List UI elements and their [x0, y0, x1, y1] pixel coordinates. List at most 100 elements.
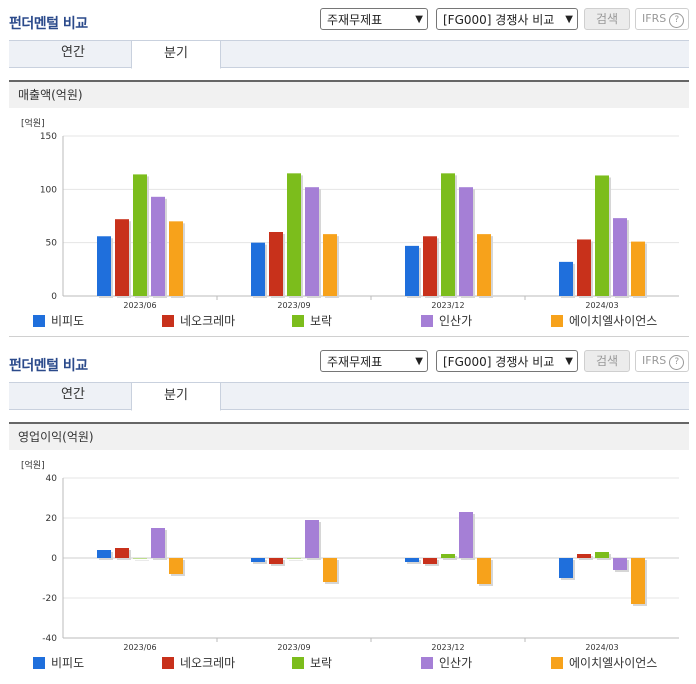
bar[interactable]: [151, 196, 165, 296]
bar[interactable]: [287, 173, 301, 296]
legend-item[interactable]: 에이치엘사이언스: [551, 654, 657, 672]
search-button[interactable]: 검색: [584, 8, 630, 30]
bar[interactable]: [477, 234, 491, 296]
legend-swatch: [162, 657, 174, 669]
legend-swatch: [292, 315, 304, 327]
divider: [9, 336, 689, 337]
unit-label: [억원]: [21, 459, 45, 471]
x-tick-label: 2023/12: [431, 643, 464, 652]
bar[interactable]: [631, 558, 645, 604]
y-tick-label: 40: [46, 474, 58, 484]
bar[interactable]: [613, 218, 627, 296]
bar[interactable]: [595, 175, 609, 296]
legend-item[interactable]: 인산가: [421, 654, 472, 672]
bar-shadow: [289, 560, 303, 561]
x-tick-label: 2024/03: [585, 301, 618, 310]
legend-label: 에이치엘사이언스: [569, 656, 658, 670]
legend-item[interactable]: 비피도: [33, 312, 84, 330]
legend-item[interactable]: 에이치엘사이언스: [551, 312, 657, 330]
bar[interactable]: [631, 241, 645, 296]
x-tick-label: 2024/03: [585, 643, 618, 652]
legend-item[interactable]: 비피도: [33, 654, 84, 672]
report-type-select[interactable]: 주재무제표 ▼: [320, 350, 428, 372]
bar[interactable]: [97, 550, 111, 558]
legend-swatch: [292, 657, 304, 669]
legend-swatch: [421, 315, 433, 327]
y-tick-label: -40: [42, 634, 57, 644]
legend-item[interactable]: 네오크레마: [162, 654, 235, 672]
legend-swatch: [33, 315, 45, 327]
bar[interactable]: [441, 554, 455, 558]
bar[interactable]: [305, 187, 319, 296]
bar[interactable]: [405, 245, 419, 296]
bar[interactable]: [441, 173, 455, 296]
y-tick-label: -20: [42, 594, 57, 604]
bar[interactable]: [405, 558, 419, 562]
revenue-chart: [억원] 0 50 100 150 2023/06 2023/09 2023/12 2024/0…: [21, 117, 679, 310]
bar[interactable]: [323, 234, 337, 296]
help-icon[interactable]: ?: [669, 13, 685, 28]
operating-profit-legend: 비피도 네오크레마 보락 인산가 에이치엘사이언스: [9, 654, 689, 672]
bar[interactable]: [287, 558, 301, 559]
bar[interactable]: [169, 221, 183, 296]
bar[interactable]: [459, 512, 473, 558]
bar[interactable]: [133, 174, 147, 296]
bar[interactable]: [133, 558, 147, 559]
bar[interactable]: [115, 548, 129, 558]
period-tabs: 연간 분기: [9, 382, 689, 411]
ifrs-label: IFRS: [642, 12, 667, 25]
bar[interactable]: [305, 520, 319, 558]
bar[interactable]: [151, 528, 165, 558]
compare-select[interactable]: [FG000] 경쟁사 비교 ▼: [436, 350, 578, 372]
bar[interactable]: [595, 552, 609, 558]
y-tick-label: 100: [40, 185, 57, 195]
chevron-down-icon: ▼: [415, 14, 423, 25]
help-icon[interactable]: ?: [669, 355, 685, 370]
bar[interactable]: [251, 242, 265, 296]
bar[interactable]: [577, 239, 591, 296]
chevron-down-icon: ▼: [565, 14, 573, 25]
metric-title: 영업이익(억원): [9, 422, 689, 450]
compare-select[interactable]: [FG000] 경쟁사 비교 ▼: [436, 8, 578, 30]
legend-item[interactable]: 보락: [292, 312, 332, 330]
bar[interactable]: [613, 558, 627, 570]
legend-swatch: [551, 657, 563, 669]
bar[interactable]: [323, 558, 337, 582]
tab-quarterly[interactable]: 분기: [131, 382, 221, 411]
x-tick-label: 2023/09: [277, 643, 310, 652]
legend-swatch: [421, 657, 433, 669]
bar[interactable]: [577, 554, 591, 558]
bar[interactable]: [423, 558, 437, 564]
bar[interactable]: [269, 558, 283, 564]
report-type-value: 주재무제표: [327, 355, 383, 369]
legend-item[interactable]: 네오크레마: [162, 312, 235, 330]
legend-label: 인산가: [439, 314, 473, 328]
legend-label: 네오크레마: [180, 314, 236, 328]
legend-label: 인산가: [439, 656, 473, 670]
x-tick-label: 2023/12: [431, 301, 464, 310]
y-tick-label: 0: [51, 554, 57, 564]
bar[interactable]: [97, 236, 111, 296]
search-button[interactable]: 검색: [584, 350, 630, 372]
legend-item[interactable]: 보락: [292, 654, 332, 672]
report-type-value: 주재무제표: [327, 13, 383, 27]
bar[interactable]: [477, 558, 491, 584]
bar[interactable]: [269, 232, 283, 296]
bar[interactable]: [423, 236, 437, 296]
report-type-select[interactable]: 주재무제표 ▼: [320, 8, 428, 30]
bar[interactable]: [169, 558, 183, 574]
bar[interactable]: [115, 219, 129, 296]
legend-item[interactable]: 인산가: [421, 312, 472, 330]
ifrs-badge[interactable]: IFRS?: [635, 8, 689, 30]
bar[interactable]: [459, 187, 473, 296]
tab-annual[interactable]: 연간: [61, 45, 85, 60]
bar[interactable]: [251, 558, 265, 562]
panel-operating-profit: 펀더멘털 비교 주재무제표 ▼ [FG000] 경쟁사 비교 ▼ 검색 IFRS…: [0, 342, 696, 684]
legend-label: 비피도: [51, 314, 85, 328]
bar[interactable]: [559, 558, 573, 578]
tab-annual[interactable]: 연간: [61, 387, 85, 402]
tab-quarterly[interactable]: 분기: [131, 40, 221, 69]
bar[interactable]: [559, 261, 573, 296]
ifrs-badge[interactable]: IFRS?: [635, 350, 689, 372]
y-tick-label: 20: [46, 514, 58, 524]
